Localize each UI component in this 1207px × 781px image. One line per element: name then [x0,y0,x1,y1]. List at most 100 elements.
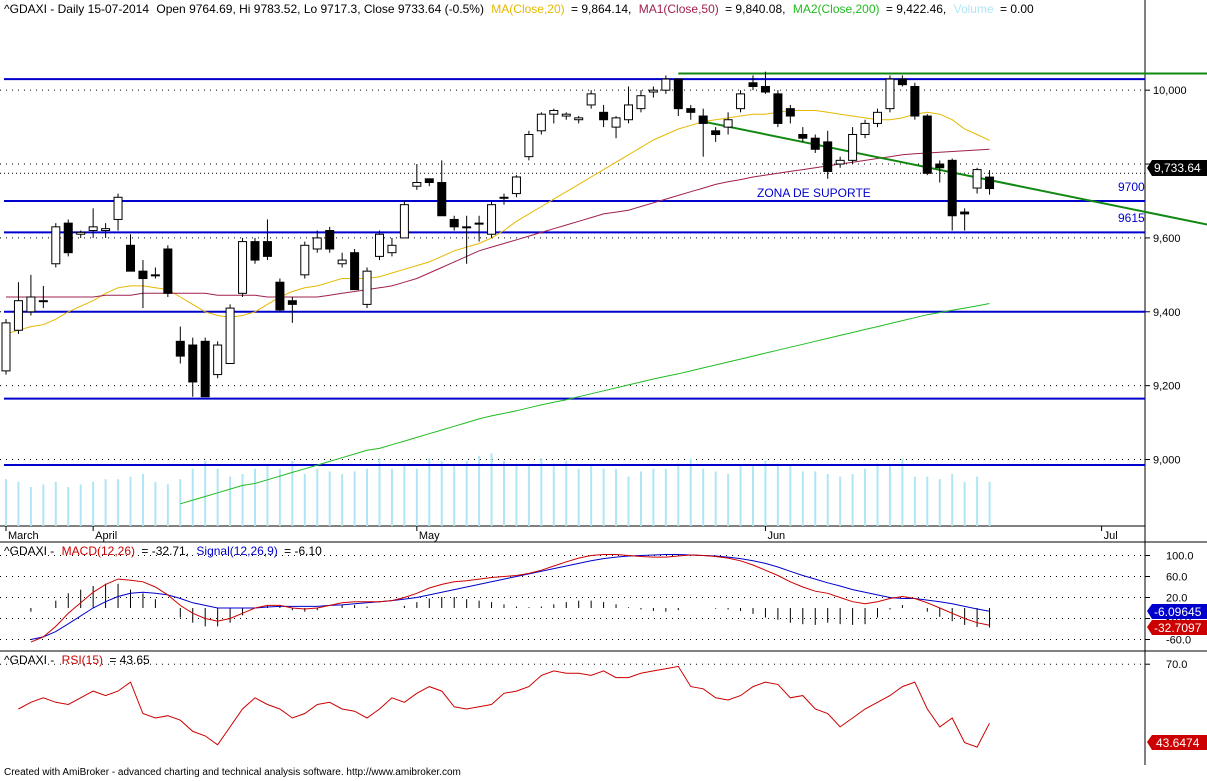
candle-body [910,85,920,117]
candle-body [200,340,210,398]
month-label: April [95,530,117,542]
price-header: ^GDAXI - Daily 15-07-2014 Open 9764.69, … [4,2,1034,16]
volume-bar [864,468,867,526]
candle-body [773,93,783,124]
volume-bar [42,484,45,526]
price-axis-label: 9,000 [1153,455,1181,467]
candle-body [574,117,584,121]
volume-bar [739,466,742,526]
candle-body [225,307,235,364]
candle-body [188,344,198,383]
volume-bar [428,458,431,526]
volume-bar [590,466,593,526]
candle-body [760,85,770,93]
candle-body [798,133,808,139]
candle-body [175,340,185,357]
candle-body [499,196,509,199]
volume-bar [702,468,705,526]
volume-bar [652,468,655,526]
candle-body [163,248,173,294]
candle-body [748,82,758,87]
volume-bar [503,461,505,526]
candle-body [885,78,895,110]
candle-body [88,226,98,232]
price-axis-label: 9,200 [1153,381,1181,393]
volume-bar [851,474,854,526]
rsi-axis-label: 70.0 [1166,659,1187,671]
volume-bar [615,468,618,526]
support-zone-label: ZONA DE SUPORTE [757,186,871,200]
volume-bar [951,474,954,526]
candle-body [51,226,61,265]
candle-body [250,241,260,261]
candle-body [337,259,347,265]
month-label: May [419,530,440,542]
volume-bar [54,481,57,526]
volume-bar [453,463,456,526]
volume-bar [79,484,82,526]
macd-axis-label: 60.0 [1166,572,1187,584]
macd-header-label: MACD(12,26) [62,544,135,558]
candle-body [126,244,135,272]
volume-bar [141,474,144,526]
volume-bar [789,466,792,526]
volume-bar [764,461,767,526]
volume-bar [117,479,120,526]
panel-frames [0,0,1207,765]
candle-body [312,237,322,250]
volume-bar [341,474,344,526]
candle-body [287,300,297,305]
volume-bar [901,458,904,526]
volume-bar [328,471,331,526]
candle-body [636,95,646,110]
candle-body [275,281,285,311]
volume-bar [515,463,518,526]
header-ma20-label: MA(Close,20) [491,2,564,16]
header-ma200-label: MA2(Close,200) [793,2,880,16]
volume-bar [254,468,256,526]
candle-body [262,241,272,257]
volume-bar [204,461,207,526]
candle-body [375,233,384,257]
rsi-tag: 43.6474 [1147,735,1207,750]
volume-bar [29,487,32,526]
candle-body [387,244,397,254]
candle-body [648,89,658,93]
candle-body [213,344,223,376]
volume-bar [229,476,232,526]
volume-bar [839,476,842,526]
candle-body [848,133,858,161]
candle-body [76,231,86,235]
candle-body [138,270,148,280]
candle-body [897,78,907,86]
price-axis-label: 9,400 [1153,307,1181,319]
volume-bar [415,468,418,526]
candle-body [399,204,409,239]
level-9615-label: 9615 [1118,211,1145,225]
candle-body [661,78,671,91]
macd-tag-text: -6.09645 [1154,605,1202,619]
volume-bar [17,481,20,526]
candle-body [549,109,559,115]
rsi-header: ^GDAXI - RSI(15) = 43.65 [4,653,150,667]
volume-bar [714,471,717,526]
candle-body [960,211,970,215]
candle-body [511,176,521,195]
volume-bar [166,484,169,526]
candle-body [599,111,609,121]
volume-bar [278,468,281,526]
signal-line [30,554,990,640]
volume-bar [926,476,929,526]
volume-bar [527,466,530,526]
signal-header-label: Signal(12,26,9) [196,544,277,558]
candle-body [835,159,845,165]
volume-bar [67,487,70,526]
macd-header-symbol: ^GDAXI - [4,544,54,558]
candle-body [350,252,360,291]
macd-header-value: = -32.71, [141,544,189,558]
volume-bar [664,468,667,526]
volume-bar [565,461,568,526]
candle-body [586,93,596,106]
volume-bar [976,476,979,526]
candle-body [113,196,123,220]
